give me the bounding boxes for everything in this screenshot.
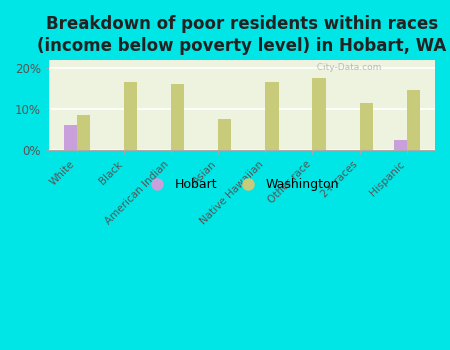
Bar	[266, 82, 279, 150]
Bar	[394, 140, 407, 150]
Bar	[312, 78, 326, 150]
Bar	[360, 103, 373, 150]
Text: City-Data.com: City-Data.com	[311, 63, 382, 72]
Legend: Hobart, Washington: Hobart, Washington	[140, 173, 344, 196]
Bar	[218, 119, 231, 150]
Bar	[407, 90, 420, 150]
Bar	[64, 125, 77, 150]
Bar	[171, 84, 184, 150]
Bar	[77, 115, 90, 150]
Title: Breakdown of poor residents within races
(income below poverty level) in Hobart,: Breakdown of poor residents within races…	[37, 15, 446, 55]
Bar	[124, 82, 137, 150]
